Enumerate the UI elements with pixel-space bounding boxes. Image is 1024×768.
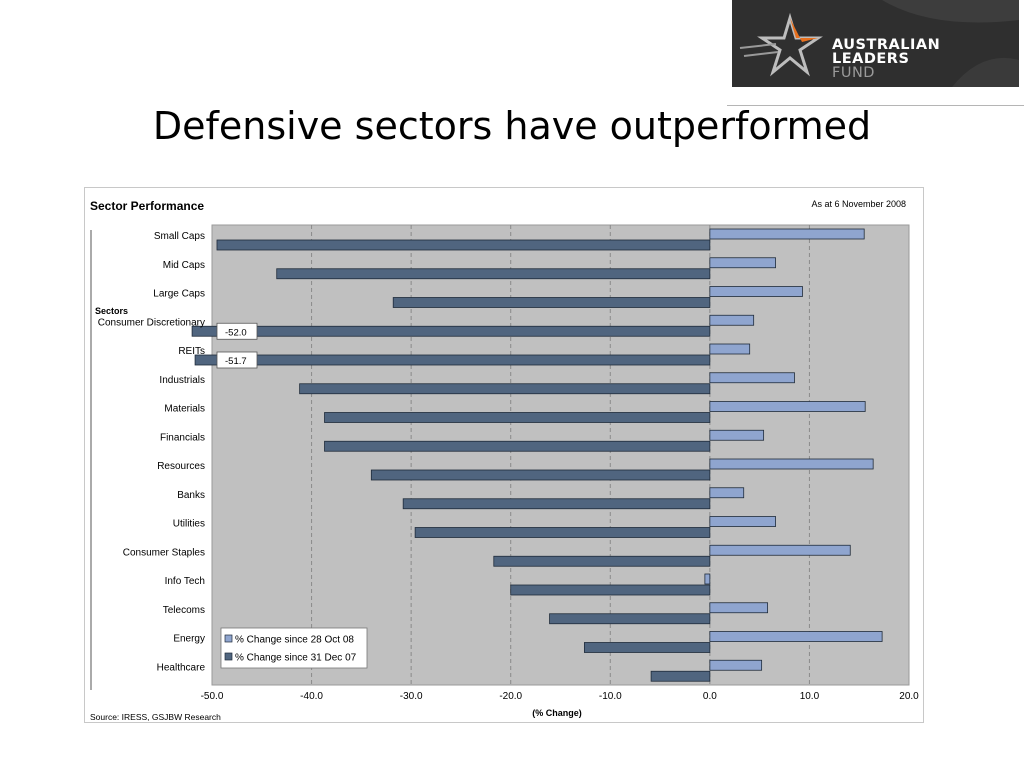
bar [493, 555, 711, 567]
bar [709, 286, 803, 297]
bar [414, 527, 711, 538]
x-tick-label: 0.0 [703, 691, 717, 702]
bar [709, 228, 865, 240]
logo-line-1: AUSTRALIAN [832, 37, 941, 53]
y-axis-label: Sectors [95, 306, 128, 316]
x-axis-label: (% Change) [532, 708, 582, 718]
category-label: Consumer Discretionary [98, 317, 205, 328]
category-label: Telecoms [163, 605, 205, 616]
bar [299, 383, 711, 395]
legend-box [220, 627, 368, 669]
category-label: Utilities [173, 519, 205, 530]
logo-text: AUSTRALIAN LEADERS FUND [832, 37, 941, 81]
bar [709, 516, 776, 527]
bar [709, 401, 866, 412]
sector-performance-chart: -50.0 -40.0 -30.0 -20.0 -10.0 0.0 10.0 20.0 Smal… [90, 199, 919, 722]
logo-line-3: FUND [832, 65, 875, 81]
legend-entry: % Change since 28 Oct 08 [235, 635, 354, 646]
bar [709, 458, 874, 470]
bar [370, 469, 711, 481]
bar [402, 498, 711, 510]
annotation-box [216, 322, 258, 340]
bar [709, 487, 745, 499]
x-tick-label: -50.0 [201, 691, 224, 702]
logo-divider [727, 105, 1024, 106]
bar [324, 440, 711, 452]
x-tick-label: -20.0 [499, 691, 522, 702]
bar [709, 544, 851, 556]
bar [709, 372, 795, 384]
category-label: Financials [160, 432, 205, 443]
australian-leaders-fund-logo: AUSTRALIAN LEADERS FUND [732, 0, 1019, 87]
category-label: REITs [178, 346, 205, 357]
bar [709, 631, 883, 642]
bar [709, 602, 769, 614]
source-note: Source: IRESS, GSJBW Research [90, 712, 221, 722]
category-label: Industrials [159, 375, 205, 386]
x-tick-label: -10.0 [599, 691, 622, 702]
chart-title: Sector Performance [90, 199, 204, 213]
category-label: Consumer Staples [123, 547, 205, 558]
legend-entry: % Change since 31 Dec 07 [235, 653, 357, 664]
category-label: Info Tech [165, 576, 205, 587]
logo-line-2: LEADERS [832, 51, 910, 67]
x-tick-label: 10.0 [800, 691, 820, 702]
x-tick-label: -40.0 [300, 691, 323, 702]
x-tick-label: -30.0 [400, 691, 423, 702]
category-label: Materials [164, 404, 205, 415]
category-label: Energy [173, 634, 205, 645]
bar [194, 354, 711, 366]
bar [191, 325, 711, 337]
annotation-box [216, 351, 258, 369]
chart-frame: -50.0 -40.0 -30.0 -20.0 -10.0 0.0 10.0 20.0 Smal… [84, 187, 924, 723]
bar [216, 239, 711, 251]
annotation-label: -51.7 [225, 356, 247, 367]
bar [709, 659, 763, 671]
bar [709, 257, 776, 269]
bar [709, 343, 751, 355]
bar [510, 584, 711, 596]
slide-title: Defensive sectors have outperformed [152, 104, 872, 148]
legend-swatch [224, 634, 233, 643]
bar [549, 613, 711, 625]
date-note: As at 6 November 2008 [811, 199, 906, 209]
category-label: Mid Caps [163, 260, 205, 271]
bar [583, 642, 711, 653]
category-label: Large Caps [153, 289, 205, 300]
x-tick-label: 20.0 [899, 691, 919, 702]
logo-star-icon [739, 0, 1019, 87]
legend-swatch [224, 652, 233, 661]
bar [276, 268, 711, 280]
bar [704, 573, 711, 585]
category-label: Healthcare [157, 662, 206, 673]
bar [709, 314, 755, 326]
logo-box: AUSTRALIAN LEADERS FUND [727, 0, 1024, 108]
annotation-label: -52.0 [225, 327, 247, 338]
category-label: Resources [157, 461, 205, 472]
bar [324, 412, 711, 423]
bar [709, 429, 765, 441]
bar [650, 670, 711, 682]
category-label: Banks [177, 490, 205, 501]
bar [392, 297, 711, 308]
category-label: Small Caps [154, 231, 205, 242]
